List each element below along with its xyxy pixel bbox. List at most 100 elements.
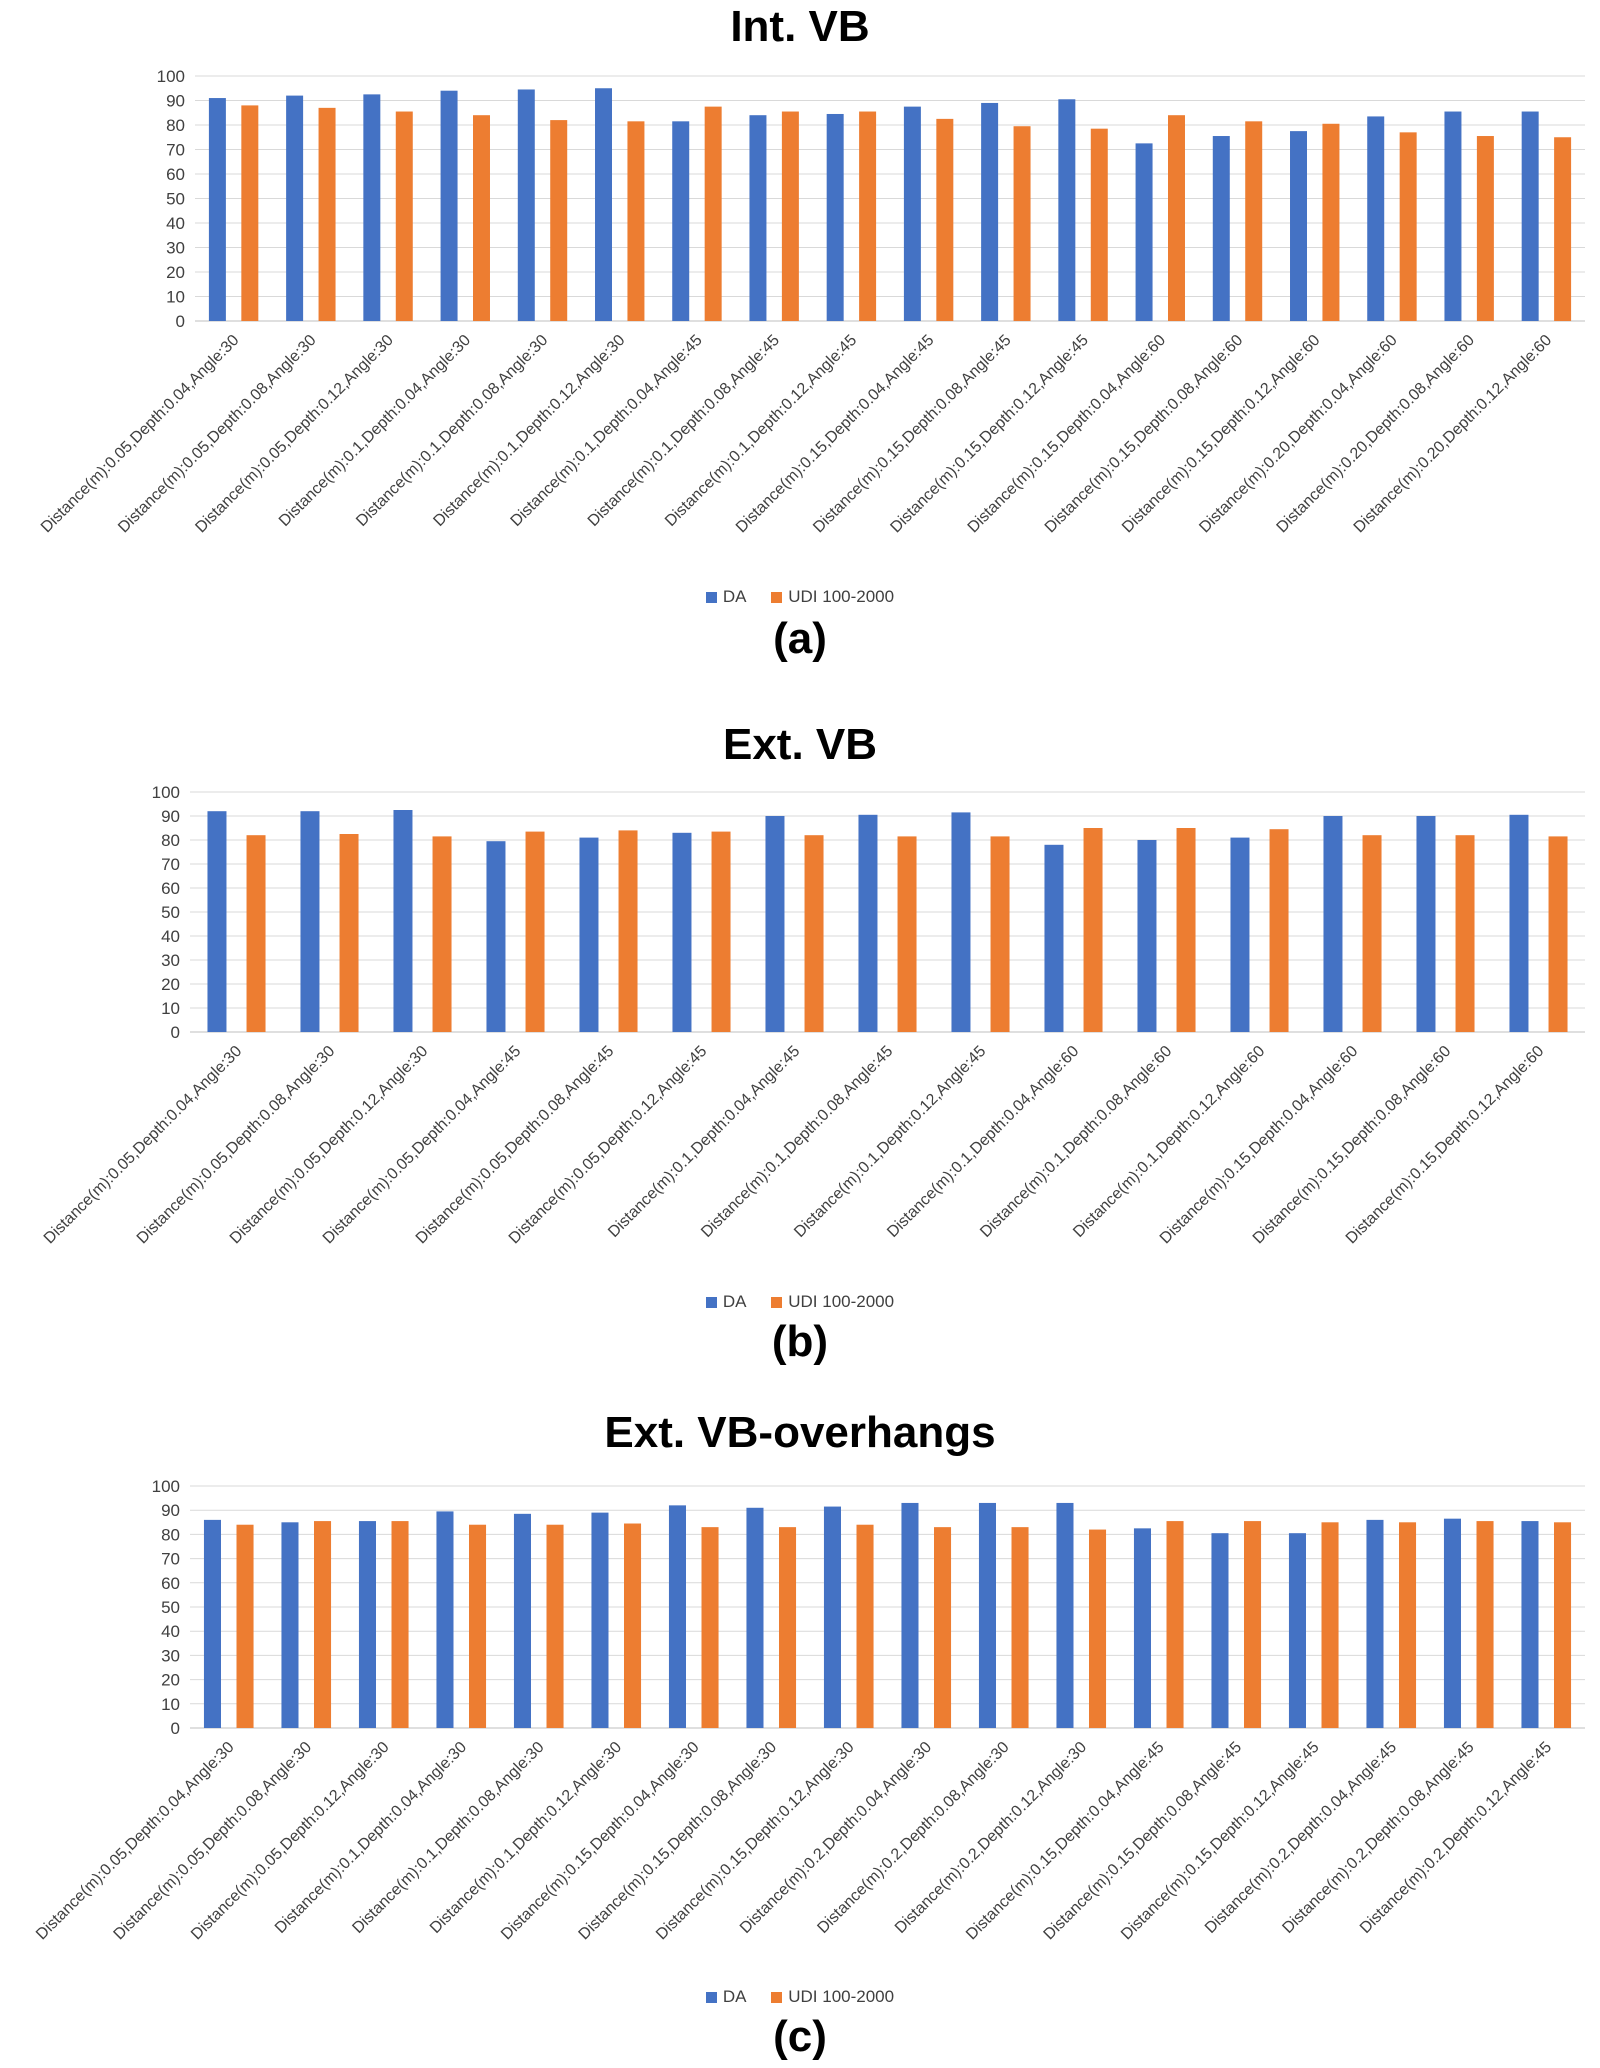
panel-label: (c) [773, 2012, 827, 2061]
y-tick-label: 40 [166, 214, 185, 233]
bar-da [903, 106, 921, 321]
x-tick-label: Distance(m):0.15,Depth:0.04,Angle:60 [1157, 1043, 1362, 1248]
bar-da [668, 1505, 686, 1728]
bar-udi [1083, 828, 1103, 1032]
bar-da [203, 1519, 221, 1728]
y-tick-label: 50 [161, 1598, 180, 1617]
bar-da [1288, 1533, 1306, 1728]
x-tick-label: Distance(m):0.05,Depth:0.08,Angle:30 [134, 1043, 339, 1248]
bar-da [1044, 844, 1064, 1032]
bar-udi [1455, 835, 1475, 1032]
bar-da [1290, 131, 1307, 321]
bar-udi [241, 105, 259, 322]
legend-label: UDI 100-2000 [788, 1292, 895, 1311]
bar-da [1135, 143, 1153, 321]
bar-da [981, 102, 999, 321]
bar-da [436, 1511, 454, 1728]
x-tick-label: Distance(m):0.15,Depth:0.08,Angle:60 [1250, 1043, 1455, 1248]
y-tick-label: 20 [161, 1671, 180, 1690]
y-tick-label: 80 [166, 116, 185, 135]
bar-da [1056, 1502, 1074, 1728]
chart-panel-a: Int. VB 0 10 20 30 40 50 60 70 80 90 100 Distance(m… [0, 0, 1600, 680]
chart-panel-c: Ext. VB-overhangs 0 10 20 30 40 50 60 70 80 90 100… [0, 1400, 1600, 2068]
legend-item-udi: UDI 100-2000 [771, 587, 894, 607]
y-tick-label: 30 [161, 1646, 180, 1665]
bar-udi [711, 831, 731, 1032]
bar-udi [781, 111, 799, 322]
y-tick-label: 100 [157, 67, 185, 86]
bar-da [1230, 837, 1250, 1032]
y-tick-label: 90 [166, 92, 185, 111]
legend-label: UDI 100-2000 [788, 1987, 895, 2006]
x-tick-label: Distance(m):0.05,Depth:0.04,Angle:45 [320, 1043, 525, 1248]
bar-da [393, 810, 413, 1032]
y-tick-label: 0 [171, 1719, 180, 1738]
y-tick-label: 10 [161, 1695, 180, 1714]
bar-udi [897, 836, 917, 1032]
y-tick-label: 20 [161, 975, 180, 994]
bar-udi [546, 1524, 564, 1728]
bar-udi [550, 120, 568, 321]
bar-da [1212, 136, 1230, 321]
y-tick-label: 100 [152, 1477, 180, 1496]
chart-title: Ext. VB [722, 720, 878, 769]
bar-da [672, 832, 692, 1032]
legend-item-da: DA [705, 1292, 747, 1312]
y-tick-label: 100 [152, 783, 180, 802]
bar-udi [1399, 132, 1417, 321]
legend-label: DA [722, 587, 747, 606]
y-tick-label: 60 [161, 1574, 180, 1593]
bar-da [1211, 1533, 1229, 1728]
y-tick-label: 80 [161, 1525, 180, 1544]
bar-udi [856, 1524, 874, 1728]
y-tick-label: 60 [161, 879, 180, 898]
y-tick-label: 70 [161, 855, 180, 874]
bar-udi [624, 1523, 642, 1728]
y-tick-label: 50 [166, 190, 185, 209]
bar-udi [779, 1527, 797, 1728]
bar-da [1521, 1521, 1539, 1728]
y-tick-label: 30 [166, 239, 185, 258]
chart-title: Int. VB [730, 2, 870, 51]
bar-udi [701, 1527, 719, 1728]
bar-da [1367, 116, 1385, 321]
legend-swatch [705, 1296, 717, 1308]
bar-da [749, 115, 767, 321]
bar-udi [1244, 1521, 1262, 1728]
y-tick-label: 50 [161, 903, 180, 922]
bar-udi [236, 1524, 254, 1728]
x-tick-label: Distance(m):0.1,Depth:0.04,Angle:60 [884, 1043, 1082, 1241]
bar-udi [990, 836, 1010, 1032]
bar-udi [1322, 123, 1340, 322]
legend-item-da: DA [705, 587, 747, 607]
bar-udi [859, 111, 877, 322]
chart-legend: DA UDI 100-2000 [0, 587, 1600, 608]
x-tick-label: Distance(m):0.1,Depth:0.08,Angle:45 [698, 1043, 896, 1241]
bar-udi [525, 831, 545, 1032]
bar-udi [1399, 1522, 1417, 1728]
x-tick-label: Distance(m):0.05,Depth:0.12,Angle:45 [506, 1043, 711, 1248]
bar-da [579, 837, 599, 1032]
bar-udi [318, 107, 336, 321]
y-tick-label: 20 [166, 263, 185, 282]
bar-udi [469, 1524, 487, 1728]
bar-da [595, 88, 612, 321]
bar-da [1416, 816, 1436, 1032]
y-tick-label: 70 [161, 1550, 180, 1569]
x-tick-label: Distance(m):0.1,Depth:0.04,Angle:45 [605, 1043, 803, 1241]
bar-da [208, 98, 226, 321]
bar-udi [627, 121, 645, 321]
legend-label: DA [722, 1292, 747, 1311]
y-tick-label: 0 [176, 312, 185, 331]
y-tick-label: 80 [161, 831, 180, 850]
bar-da [746, 1507, 764, 1728]
bar-udi [391, 1521, 409, 1728]
chart-panel-b: Ext. VB 0 10 20 30 40 50 60 70 80 90 100 Distance(m… [0, 705, 1600, 1385]
legend-label: DA [722, 1987, 747, 2006]
bar-udi [618, 830, 638, 1032]
bar-udi [1321, 1522, 1339, 1728]
bar-da [281, 1522, 299, 1728]
y-tick-label: 70 [166, 141, 185, 160]
y-tick-label: 0 [171, 1023, 180, 1042]
y-tick-label: 90 [161, 1501, 180, 1520]
